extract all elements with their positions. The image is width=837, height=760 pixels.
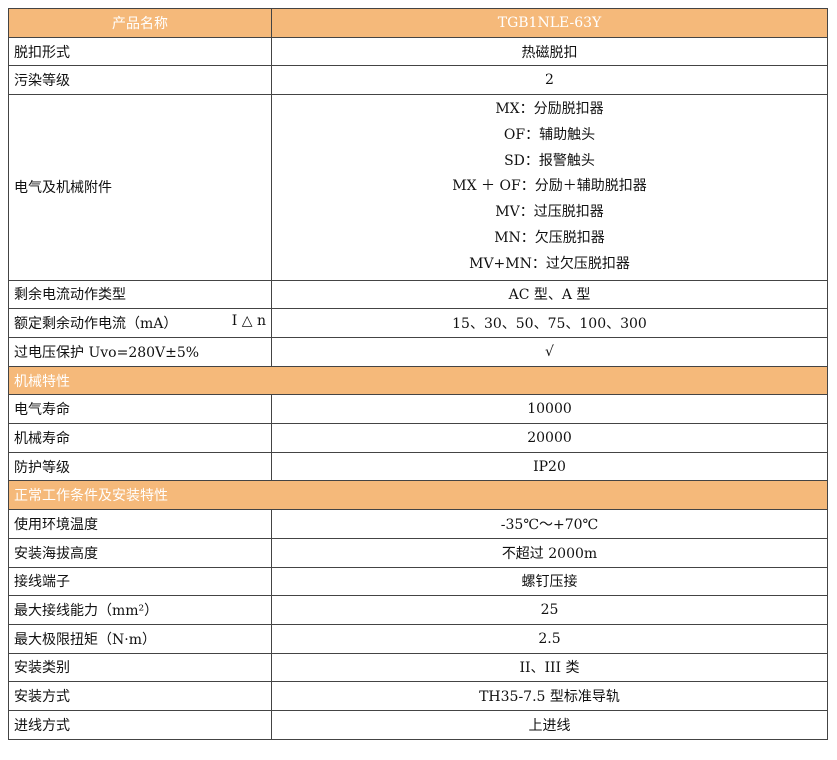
row-value: MX：分励脱扣器 OF：辅助触头 SD：报警触头 MX ＋ OF：分励＋辅助脱扣器 MV… (271, 94, 828, 281)
row-key: 电气寿命 (8, 394, 272, 425)
table-row: 污染等级 2 (8, 65, 828, 96)
row-value: 2 (271, 65, 828, 96)
row-key: 最大接线能力（mm²） (8, 595, 272, 625)
accessory-item: MX：分励脱扣器 (495, 101, 604, 118)
row-value: 25 (271, 595, 828, 625)
header-col2: TGB1NLE-63Y (271, 8, 828, 38)
table-row: 机械寿命 20000 (8, 423, 828, 453)
row-value: 20000 (271, 423, 828, 453)
row-value: 15、30、50、75、100、300 (271, 308, 828, 339)
table-row: 最大接线能力（mm²） 25 (8, 595, 828, 625)
row-key: 安装海拔高度 (8, 537, 272, 568)
row-value: 2.5 (271, 623, 828, 654)
table-row: 安装海拔高度 不超过 2000m (8, 537, 828, 568)
table-row: 脱扣形式 热磁脱扣 (8, 36, 828, 67)
row-key: 安装方式 (8, 681, 272, 711)
row-value: IP20 (271, 451, 828, 482)
row-value: 上进线 (271, 709, 828, 740)
table-row: 过电压保护 Uvo=280V±5% √ (8, 337, 828, 367)
row-key: 额定剩余动作电流（mA） I △ n (8, 308, 272, 339)
row-value: II、III 类 (271, 652, 828, 683)
row-value: AC 型、A 型 (271, 279, 828, 310)
row-value: TH35-7.5 型标准导轨 (271, 681, 828, 711)
row-key: 脱扣形式 (8, 36, 272, 67)
row-key: 电气及机械附件 (8, 94, 272, 281)
table-row: 电气寿命 10000 (8, 394, 828, 425)
accessory-item: MN：欠压脱扣器 (494, 230, 605, 247)
table-row: 最大极限扭矩（N·m） 2.5 (8, 623, 828, 654)
row-value: -35℃～+70℃ (271, 509, 828, 539)
spec-table: 产品名称 TGB1NLE-63Y 脱扣形式 热磁脱扣 污染等级 2 电气及机械附件 M… (8, 8, 828, 740)
row-key: 进线方式 (8, 709, 272, 740)
row-key-label: 额定剩余动作电流（mA） (14, 316, 178, 333)
table-row: 防护等级 IP20 (8, 451, 828, 482)
table-header: 产品名称 TGB1NLE-63Y (8, 8, 828, 38)
row-key: 污染等级 (8, 65, 272, 96)
row-key: 接线端子 (8, 566, 272, 597)
row-key: 过电压保护 Uvo=280V±5% (8, 337, 272, 367)
table-row: 安装类别 II、III 类 (8, 652, 828, 683)
header-col1: 产品名称 (8, 8, 272, 38)
accessory-item: MX ＋ OF：分励＋辅助脱扣器 (452, 178, 647, 195)
row-key: 使用环境温度 (8, 509, 272, 539)
table-row: 额定剩余动作电流（mA） I △ n 15、30、50、75、100、300 (8, 308, 828, 339)
table-row: 剩余电流动作类型 AC 型、A 型 (8, 279, 828, 310)
table-row: 接线端子 螺钉压接 (8, 566, 828, 597)
accessory-item: SD：报警触头 (504, 152, 595, 169)
table-row: 进线方式 上进线 (8, 709, 828, 740)
row-key-symbol: I △ n (231, 313, 266, 330)
row-key: 最大极限扭矩（N·m） (8, 623, 272, 654)
accessory-item: MV+MN：过欠压脱扣器 (469, 255, 630, 272)
row-value: 螺钉压接 (271, 566, 828, 597)
accessory-item: OF：辅助触头 (503, 126, 596, 143)
row-key: 机械寿命 (8, 423, 272, 453)
table-row: 使用环境温度 -35℃～+70℃ (8, 509, 828, 539)
table-row-accessories: 电气及机械附件 MX：分励脱扣器 OF：辅助触头 SD：报警触头 MX ＋ OF：分励… (8, 94, 828, 281)
row-key: 剩余电流动作类型 (8, 279, 272, 310)
row-key: 防护等级 (8, 451, 272, 482)
table-row: 安装方式 TH35-7.5 型标准导轨 (8, 681, 828, 711)
row-key: 安装类别 (8, 652, 272, 683)
row-value: √ (271, 337, 828, 367)
section-conditions: 正常工作条件及安装特性 (8, 480, 828, 511)
accessory-item: MV：过压脱扣器 (495, 204, 604, 221)
row-value: 不超过 2000m (271, 537, 828, 568)
row-value: 热磁脱扣 (271, 36, 828, 67)
row-value: 10000 (271, 394, 828, 425)
section-mechanical: 机械特性 (8, 365, 828, 396)
